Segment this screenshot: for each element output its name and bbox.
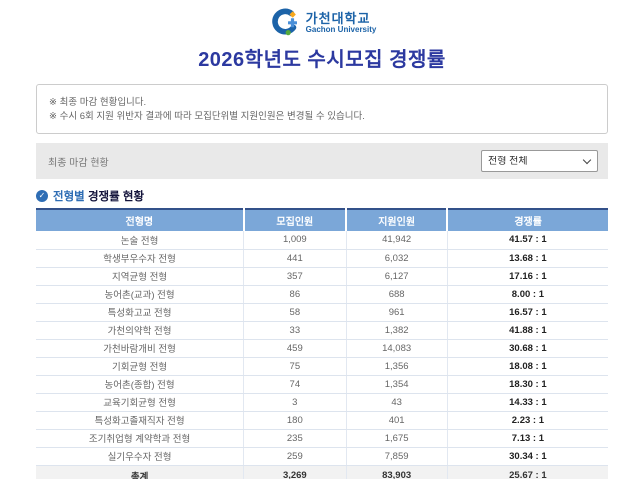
table-cell: 14,083 [345, 339, 448, 358]
table-cell: 1,354 [345, 375, 448, 394]
brand-text: 가천대학교 Gachon University [306, 12, 377, 34]
page-container: 가천대학교 Gachon University 2026학년도 수시모집 경쟁률… [36, 0, 608, 479]
table-cell: 가천의약학 전형 [36, 321, 244, 340]
table-cell: 학생부우수자 전형 [36, 249, 244, 268]
table-row: 교육기회균형 전형 3 43 14.33 : 1 [36, 393, 608, 412]
table-cell: 교육기회균형 전형 [36, 393, 244, 412]
table-cell: 75 [243, 357, 347, 376]
section-title-rest: 경쟁률 현황 [84, 190, 145, 203]
section-header: ✓ 전형별 경쟁률 현황 [36, 188, 608, 203]
table-cell: 180 [243, 411, 347, 430]
table-cell: 지역균형 전형 [36, 267, 244, 286]
admission-type-select[interactable]: 전형 전체 [481, 150, 598, 172]
table-cell: 41.57 : 1 [446, 231, 608, 250]
filter-label: 최종 마감 현황 [48, 157, 109, 169]
notice-line: ※ 수시 6회 지원 위반자 결과에 따라 모집단위별 지원인원은 변경될 수 … [49, 110, 365, 122]
table-cell: 18.08 : 1 [446, 357, 608, 376]
table-cell: 30.68 : 1 [446, 339, 608, 358]
table-cell: 7.13 : 1 [446, 429, 608, 448]
total-applicants: 83,903 [345, 465, 448, 479]
table-cell: 7,859 [345, 447, 448, 466]
total-rate: 25.67 : 1 [446, 465, 608, 479]
table-cell: 961 [345, 303, 448, 322]
table-row: 조기취업형 계약학과 전형 235 1,675 7.13 : 1 [36, 429, 608, 448]
table-cell: 259 [243, 447, 347, 466]
university-name-en: Gachon University [305, 24, 377, 34]
table-cell: 6,032 [345, 249, 448, 268]
table-cell: 688 [345, 285, 448, 304]
gachon-g-logo-icon [271, 8, 297, 36]
table-row: 농어촌(교과) 전형 86 688 8.00 : 1 [36, 285, 608, 304]
table-cell: 특성화고졸재직자 전형 [36, 411, 244, 430]
table-row: 논술 전형 1,009 41,942 41.57 : 1 [36, 231, 608, 250]
section-title-highlight: 전형별 [53, 190, 85, 203]
brand-header: 가천대학교 Gachon University [36, 8, 608, 38]
university-name-kr: 가천대학교 [305, 10, 371, 26]
table-cell: 58 [243, 303, 347, 322]
table-cell: 3 [243, 393, 347, 412]
table-cell: 14.33 : 1 [446, 393, 608, 412]
table-header: 전형명 모집인원 지원인원 경쟁률 [36, 209, 608, 231]
table-cell: 1,382 [345, 321, 448, 340]
table-cell: 459 [243, 339, 347, 358]
table-cell: 16.57 : 1 [446, 303, 608, 322]
table-row: 가천바람개비 전형 459 14,083 30.68 : 1 [36, 339, 608, 358]
table-row: 특성화고졸재직자 전형 180 401 2.23 : 1 [36, 411, 608, 430]
table-cell: 조기취업형 계약학과 전형 [36, 429, 244, 448]
table-row: 기회균형 전형 75 1,356 18.08 : 1 [36, 357, 608, 376]
page-title: 2026학년도 수시모집 경쟁률 [198, 49, 446, 71]
table-cell: 특성화고교 전형 [36, 303, 244, 322]
table-cell: 30.34 : 1 [446, 447, 608, 466]
table-cell: 6,127 [345, 267, 448, 286]
notice-line: ※ 최종 마감 현황입니다. [49, 97, 147, 108]
table-cell: 18.30 : 1 [446, 375, 608, 394]
table-cell: 357 [243, 267, 347, 286]
table-row: 가천의약학 전형 33 1,382 41.88 : 1 [36, 321, 608, 340]
table-cell: 41.88 : 1 [446, 321, 608, 340]
table-cell: 441 [243, 249, 347, 268]
table-cell: 기회균형 전형 [36, 357, 244, 376]
table-row: 지역균형 전형 357 6,127 17.16 : 1 [36, 267, 608, 286]
table-cell: 농어촌(교과) 전형 [36, 285, 244, 304]
table-cell: 41,942 [345, 231, 448, 250]
table-cell: 33 [243, 321, 347, 340]
table-cell: 논술 전형 [36, 231, 244, 250]
table-row: 실기우수자 전형 259 7,859 30.34 : 1 [36, 447, 608, 466]
table-body: 논술 전형 1,009 41,942 41.57 : 1 학생부우수자 전형 441 6,0… [36, 231, 608, 466]
notice-box: ※ 최종 마감 현황입니다. ※ 수시 6회 지원 위반자 결과에 따라 모집단… [36, 84, 608, 134]
column-header-name: 전형명 [36, 209, 244, 231]
filter-bar: 최종 마감 현황 전형 전체 [36, 143, 608, 179]
table-cell: 401 [345, 411, 448, 430]
table-cell: 86 [243, 285, 347, 304]
competition-rate-table: 전형명 모집인원 지원인원 경쟁률 논술 전형 1,009 41,942 41.57 … [36, 208, 608, 479]
table-cell: 1,356 [345, 357, 448, 376]
table-row: 농어촌(종합) 전형 74 1,354 18.30 : 1 [36, 375, 608, 394]
table-cell: 74 [243, 375, 347, 394]
column-header-quota: 모집인원 [242, 209, 347, 231]
table-cell: 가천바람개비 전형 [36, 339, 244, 358]
table-cell: 43 [345, 393, 448, 412]
table-cell: 2.23 : 1 [446, 411, 608, 430]
table-cell: 17.16 : 1 [446, 267, 608, 286]
total-row: 총계 3,269 83,903 25.67 : 1 [36, 465, 608, 479]
total-label: 총계 [36, 465, 244, 479]
table-cell: 농어촌(종합) 전형 [36, 375, 244, 394]
table-cell: 8.00 : 1 [446, 285, 608, 304]
table-cell: 실기우수자 전형 [36, 447, 244, 466]
admission-type-select-wrap: 전형 전체 [481, 150, 598, 172]
total-quota: 3,269 [243, 465, 347, 479]
table-cell: 1,009 [243, 231, 347, 250]
table-cell: 13.68 : 1 [446, 249, 608, 268]
table-cell: 235 [243, 429, 347, 448]
table-row: 특성화고교 전형 58 961 16.57 : 1 [36, 303, 608, 322]
column-header-applicants: 지원인원 [345, 209, 448, 231]
column-header-rate: 경쟁률 [446, 209, 608, 231]
table-cell: 1,675 [345, 429, 448, 448]
table-row: 학생부우수자 전형 441 6,032 13.68 : 1 [36, 249, 608, 268]
check-circle-icon: ✓ [36, 189, 48, 202]
